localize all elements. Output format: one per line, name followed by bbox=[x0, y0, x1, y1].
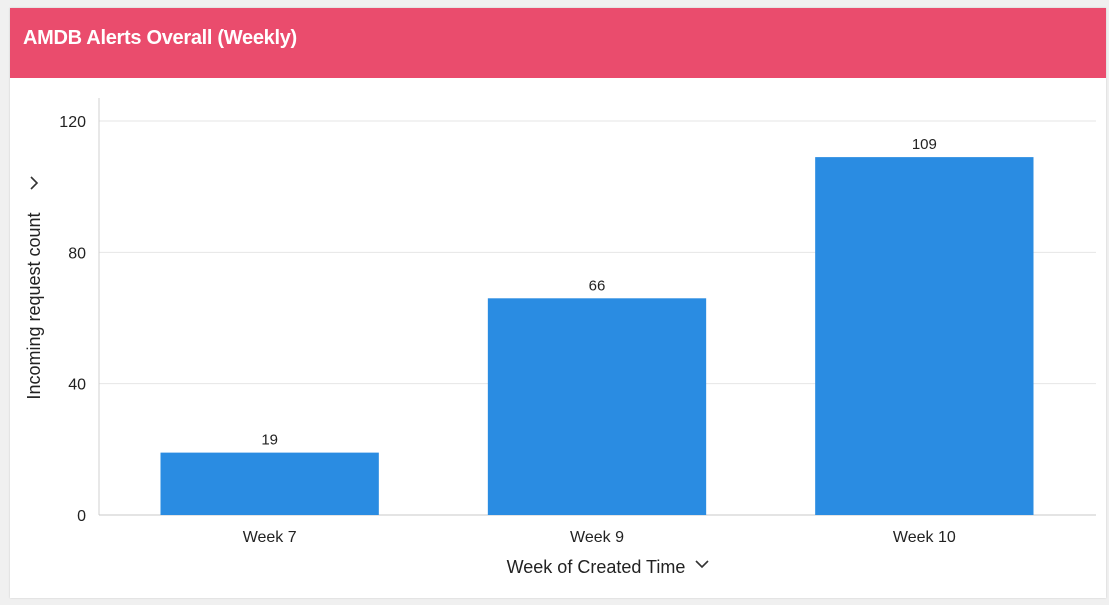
x-axis-title[interactable]: Week of Created Time bbox=[507, 557, 686, 577]
y-axis-title[interactable]: Incoming request count bbox=[24, 212, 44, 399]
bar bbox=[487, 298, 707, 515]
card-header: AMDB Alerts Overall (Weekly) bbox=[10, 8, 1106, 78]
data-label: 66 bbox=[589, 277, 606, 294]
y-tick-label: 40 bbox=[68, 377, 86, 394]
y-tick-label: 80 bbox=[68, 245, 86, 262]
x-tick-label: Week 9 bbox=[570, 529, 624, 546]
bars bbox=[160, 157, 1034, 515]
y-axis-title-group[interactable]: Incoming request count bbox=[24, 176, 44, 400]
y-tick-label: 0 bbox=[77, 508, 86, 525]
data-label: 109 bbox=[912, 136, 937, 153]
bar bbox=[160, 452, 379, 515]
chevron-down-icon[interactable] bbox=[695, 560, 709, 569]
bar bbox=[815, 157, 1034, 515]
y-tick-label: 120 bbox=[59, 114, 86, 131]
labels: 0 40 80 120 19 Week 7 66 Week 9 109 Week 10 bbox=[59, 114, 956, 546]
x-tick-label: Week 7 bbox=[243, 529, 297, 546]
chart-title: AMDB Alerts Overall (Weekly) bbox=[23, 27, 297, 49]
chevron-right-icon[interactable] bbox=[30, 176, 39, 190]
data-label: 19 bbox=[261, 432, 278, 449]
x-tick-label: Week 10 bbox=[893, 529, 956, 546]
